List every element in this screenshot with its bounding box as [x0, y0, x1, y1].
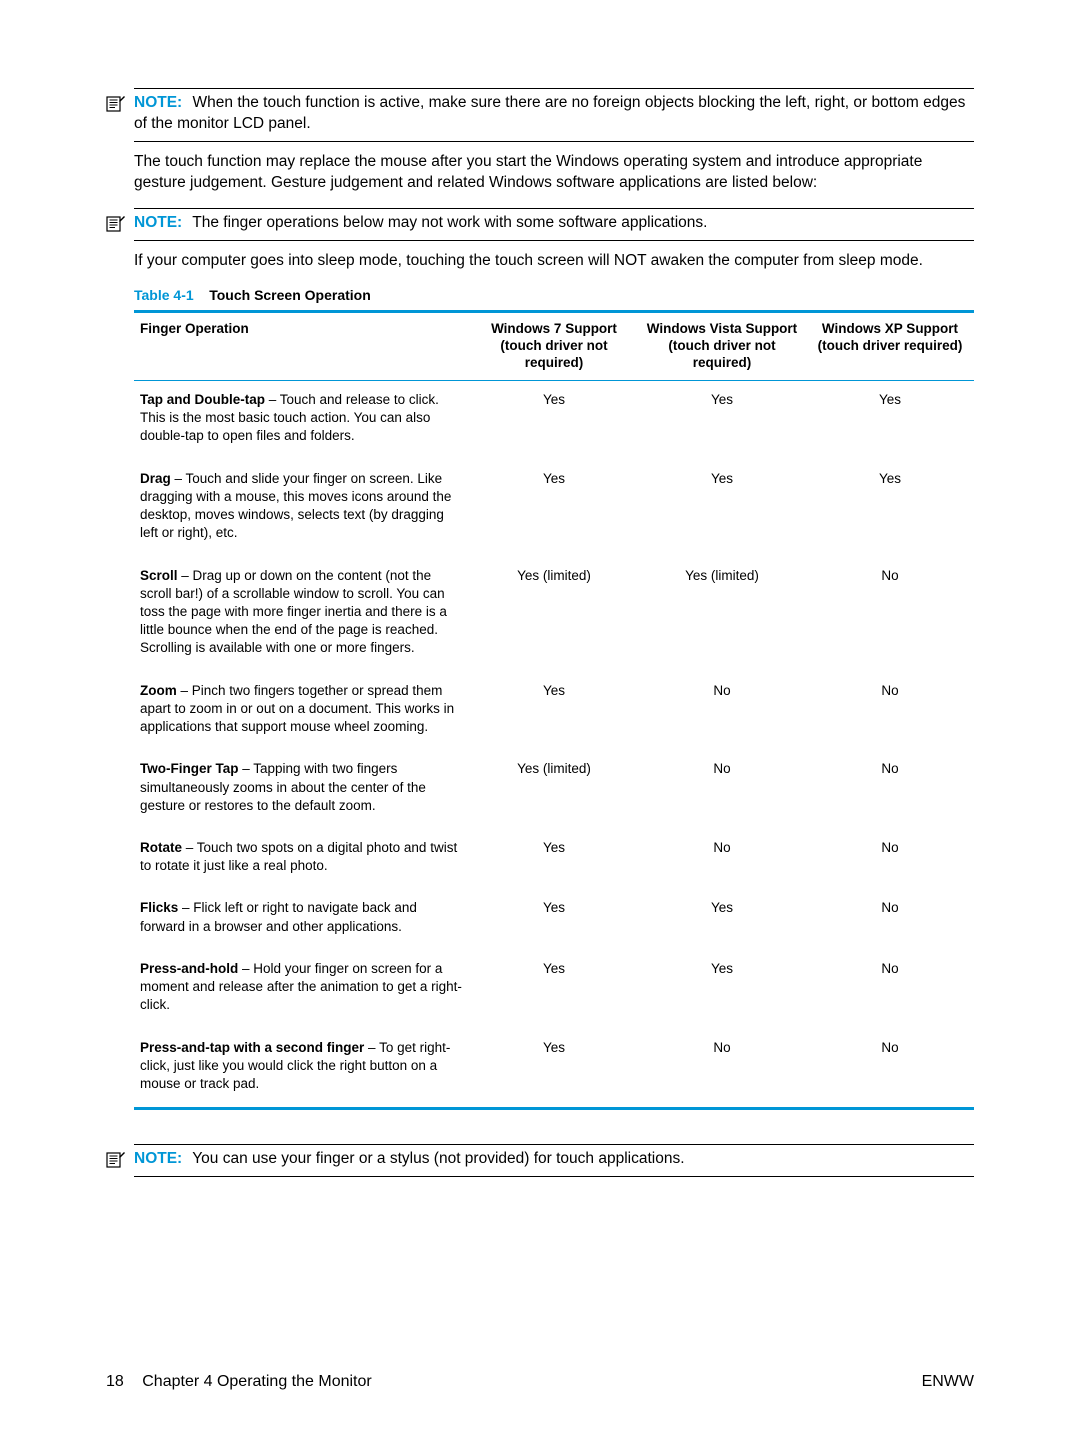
cell-win7: Yes [470, 672, 638, 751]
operation-title: Rotate [140, 840, 182, 855]
note-body-text: When the touch function is active, make … [134, 94, 965, 132]
note-3-text: NOTE: You can use your finger or a stylu… [134, 1149, 974, 1170]
operation-desc: – Touch two spots on a digital photo and… [140, 840, 457, 873]
table-row: Press-and-tap with a second finger – To … [134, 1029, 974, 1109]
cell-vista: Yes [638, 889, 806, 949]
cell-operation: Rotate – Touch two spots on a digital ph… [134, 829, 470, 889]
note-label: NOTE: [134, 214, 182, 231]
operation-desc: – Touch and slide your finger on screen.… [140, 471, 451, 541]
note-1-text: NOTE: When the touch function is active,… [134, 93, 974, 135]
cell-xp: No [806, 1029, 974, 1109]
note-label: NOTE: [134, 1150, 182, 1167]
cell-xp: No [806, 672, 974, 751]
note-body-text: You can use your finger or a stylus (not… [192, 1150, 684, 1167]
table-row: Tap and Double-tap – Touch and release t… [134, 381, 974, 460]
cell-win7: Yes (limited) [470, 750, 638, 829]
table-row: Scroll – Drag up or down on the content … [134, 557, 974, 672]
cell-operation: Press-and-hold – Hold your finger on scr… [134, 950, 470, 1029]
cell-vista: No [638, 672, 806, 751]
note-block-1: NOTE: When the touch function is active,… [134, 88, 974, 142]
note-label: NOTE: [134, 94, 182, 111]
operation-title: Press-and-tap with a second finger [140, 1040, 364, 1055]
cell-xp: No [806, 557, 974, 672]
note-body-text: The finger operations below may not work… [192, 214, 707, 231]
operation-title: Two-Finger Tap [140, 761, 239, 776]
table-row: Two-Finger Tap – Tapping with two finger… [134, 750, 974, 829]
col-header-win7: Windows 7 Support (touch driver not requ… [470, 312, 638, 381]
table-row: Rotate – Touch two spots on a digital ph… [134, 829, 974, 889]
note-icon [106, 93, 132, 112]
page-content: NOTE: When the touch function is active,… [0, 0, 1080, 1437]
operation-title: Zoom [140, 683, 177, 698]
touch-support-table: Finger Operation Windows 7 Support (touc… [134, 310, 974, 1110]
cell-win7: Yes [470, 889, 638, 949]
table-header-row: Finger Operation Windows 7 Support (touc… [134, 312, 974, 381]
page-footer: 18 Chapter 4 Operating the Monitor ENWW [106, 1371, 974, 1393]
chapter-title: Chapter 4 Operating the Monitor [142, 1373, 371, 1390]
operation-title: Flicks [140, 900, 178, 915]
table-row: Zoom – Pinch two fingers together or spr… [134, 672, 974, 751]
page-number: 18 [106, 1373, 124, 1390]
cell-xp: No [806, 950, 974, 1029]
cell-operation: Drag – Touch and slide your finger on sc… [134, 460, 470, 557]
note-block-2: NOTE: The finger operations below may no… [134, 208, 974, 241]
operation-title: Press-and-hold [140, 961, 238, 976]
cell-win7: Yes [470, 1029, 638, 1109]
table-row: Flicks – Flick left or right to navigate… [134, 889, 974, 949]
operation-title: Tap and Double-tap [140, 392, 265, 407]
cell-vista: Yes (limited) [638, 557, 806, 672]
paragraph-2: If your computer goes into sleep mode, t… [134, 251, 974, 272]
cell-operation: Flicks – Flick left or right to navigate… [134, 889, 470, 949]
note-block-3: NOTE: You can use your finger or a stylu… [134, 1144, 974, 1177]
table-caption: Table 4-1 Touch Screen Operation [134, 286, 974, 305]
cell-vista: No [638, 829, 806, 889]
cell-vista: Yes [638, 381, 806, 460]
cell-win7: Yes [470, 829, 638, 889]
cell-win7: Yes (limited) [470, 557, 638, 672]
operation-desc: – Pinch two fingers together or spread t… [140, 683, 454, 734]
table-title: Touch Screen Operation [209, 287, 371, 303]
table-row: Press-and-hold – Hold your finger on scr… [134, 950, 974, 1029]
table-row: Drag – Touch and slide your finger on sc… [134, 460, 974, 557]
cell-xp: Yes [806, 381, 974, 460]
cell-vista: Yes [638, 950, 806, 1029]
cell-operation: Press-and-tap with a second finger – To … [134, 1029, 470, 1109]
operation-title: Scroll [140, 568, 178, 583]
content-column: NOTE: When the touch function is active,… [134, 88, 974, 1177]
table-body: Tap and Double-tap – Touch and release t… [134, 381, 974, 1109]
cell-operation: Tap and Double-tap – Touch and release t… [134, 381, 470, 460]
table-label: Table 4-1 [134, 287, 194, 303]
cell-win7: Yes [470, 381, 638, 460]
cell-win7: Yes [470, 460, 638, 557]
cell-vista: Yes [638, 460, 806, 557]
col-header-vista: Windows Vista Support (touch driver not … [638, 312, 806, 381]
cell-xp: No [806, 829, 974, 889]
cell-xp: No [806, 889, 974, 949]
operation-desc: – Drag up or down on the content (not th… [140, 568, 447, 656]
note-icon [106, 1149, 132, 1168]
cell-vista: No [638, 750, 806, 829]
col-header-operation: Finger Operation [134, 312, 470, 381]
note-2-text: NOTE: The finger operations below may no… [134, 213, 974, 234]
cell-xp: No [806, 750, 974, 829]
cell-vista: No [638, 1029, 806, 1109]
operation-desc: – Flick left or right to navigate back a… [140, 900, 417, 933]
col-header-xp: Windows XP Support (touch driver require… [806, 312, 974, 381]
paragraph-1: The touch function may replace the mouse… [134, 152, 974, 194]
cell-operation: Zoom – Pinch two fingers together or spr… [134, 672, 470, 751]
note-icon [106, 213, 132, 232]
cell-win7: Yes [470, 950, 638, 1029]
operation-title: Drag [140, 471, 171, 486]
cell-operation: Scroll – Drag up or down on the content … [134, 557, 470, 672]
cell-operation: Two-Finger Tap – Tapping with two finger… [134, 750, 470, 829]
cell-xp: Yes [806, 460, 974, 557]
footer-right: ENWW [922, 1371, 974, 1393]
